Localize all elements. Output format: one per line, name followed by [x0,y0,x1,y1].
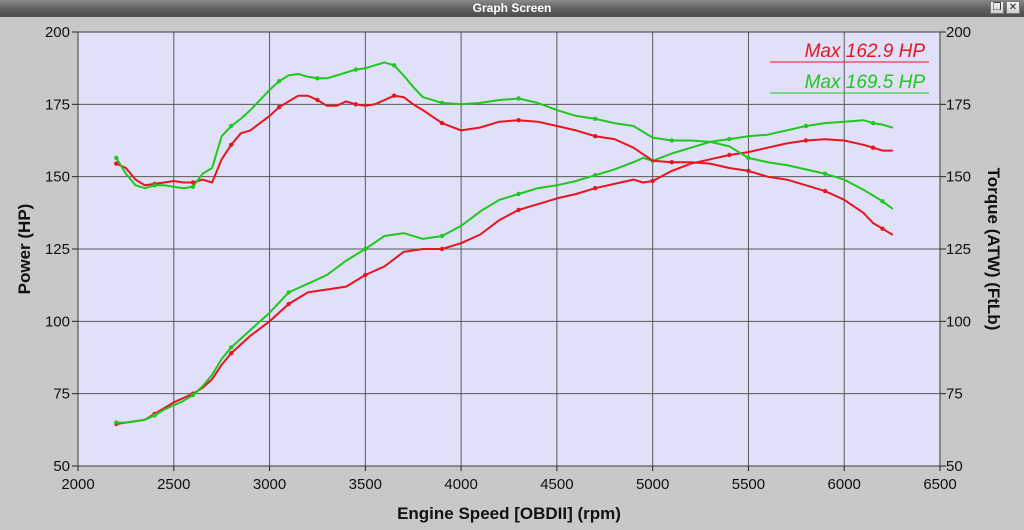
x-tick-label: 2000 [61,476,94,493]
y2-tick-label: 200 [946,24,971,41]
data-point [650,178,655,184]
data-point [746,168,751,174]
data-point [727,152,732,158]
data-point [880,226,885,231]
y2-axis-label: Torque (ATW) (FtLb) [984,168,1003,331]
data-point [353,67,358,72]
data-point [669,160,674,165]
data-point [727,136,732,142]
data-point [822,188,828,194]
data-point [516,207,521,213]
data-point [190,184,196,189]
legend-max-label: Max 169.5 HP [805,72,926,93]
data-point [276,105,282,110]
x-tick-label: 5000 [636,476,669,493]
series-line-torque-run2 [115,61,894,210]
y2-tick-label: 125 [946,241,971,258]
legend-max-label: Max 162.9 HP [805,41,926,62]
data-point [190,392,196,398]
data-point [516,118,521,123]
data-point [746,155,751,161]
restore-button[interactable]: ❐ [990,1,1004,14]
y2-tick-label: 75 [946,386,963,403]
x-tick-label: 4000 [444,476,477,493]
data-point [391,93,397,98]
data-point [439,120,445,126]
data-point [439,246,445,252]
x-tick-label: 5500 [732,476,765,493]
legend: Max 162.9 HP Max 169.5 HP [770,41,929,94]
data-point [669,138,674,143]
data-point [114,155,119,161]
data-point [880,199,885,204]
data-point [229,123,234,129]
data-point [870,120,876,126]
data-point [439,100,445,106]
y2-tick-label: 150 [946,169,971,186]
data-point [315,97,320,103]
data-point [593,116,598,122]
grid-lines [78,32,940,466]
x-axis-label: Engine Speed [OBDII] (rpm) [397,504,621,523]
window-title: Graph Screen [472,1,552,15]
series-line-torque-run1 [115,94,894,236]
data-point [190,180,196,185]
data-point [363,272,368,278]
data-point [822,171,828,176]
x-tick-label: 6500 [923,476,956,493]
axis-ticks: 2000 2500 3000 3500 4000 4500 5000 5500 6000 6500… [45,24,971,493]
data-point [870,145,876,150]
data-point [516,191,521,197]
y2-tick-label: 100 [946,313,971,330]
data-point [593,134,598,139]
axis-labels: Engine Speed [OBDII] (rpm) Power (HP) Torq… [15,168,1003,523]
data-point [803,138,809,143]
y-tick-label: 150 [45,169,70,186]
data-point [152,413,157,418]
y-tick-label: 125 [45,241,70,258]
data-point [286,290,291,295]
data-point [353,102,358,107]
data-point [229,345,234,350]
close-button[interactable]: ✕ [1006,1,1020,14]
y-tick-label: 50 [53,458,70,475]
data-point [593,186,598,191]
x-tick-label: 4500 [540,476,573,493]
data-point [516,96,521,101]
data-point [593,173,598,178]
title-bar[interactable]: Graph Screen ❐ ✕ [0,0,1024,18]
x-tick-label: 2500 [157,476,190,493]
data-point [114,161,119,166]
x-tick-label: 3500 [349,476,382,493]
chart: 2000 2500 3000 3500 4000 4500 5000 5500 6000 6500… [0,17,1024,530]
series-layer [114,61,894,427]
plot-frame [77,31,941,467]
y2-tick-label: 50 [946,458,963,475]
data-point [152,183,157,188]
data-point [229,142,234,147]
y-axis-label: Power (HP) [15,204,34,295]
x-tick-label: 6000 [828,476,861,493]
y-tick-label: 75 [53,386,70,403]
data-point [439,233,445,239]
series-line-power-run2 [115,119,894,424]
y-tick-label: 100 [45,313,70,330]
y2-tick-label: 175 [946,96,971,113]
data-point [315,76,320,81]
data-point [391,63,397,68]
data-point [286,301,291,307]
data-point [363,246,368,252]
data-point [229,351,234,356]
data-point [276,79,282,84]
x-tick-label: 3000 [253,476,286,493]
y-tick-label: 200 [45,24,70,41]
data-point [803,123,809,129]
y-tick-label: 175 [45,96,70,113]
data-point [114,420,119,425]
